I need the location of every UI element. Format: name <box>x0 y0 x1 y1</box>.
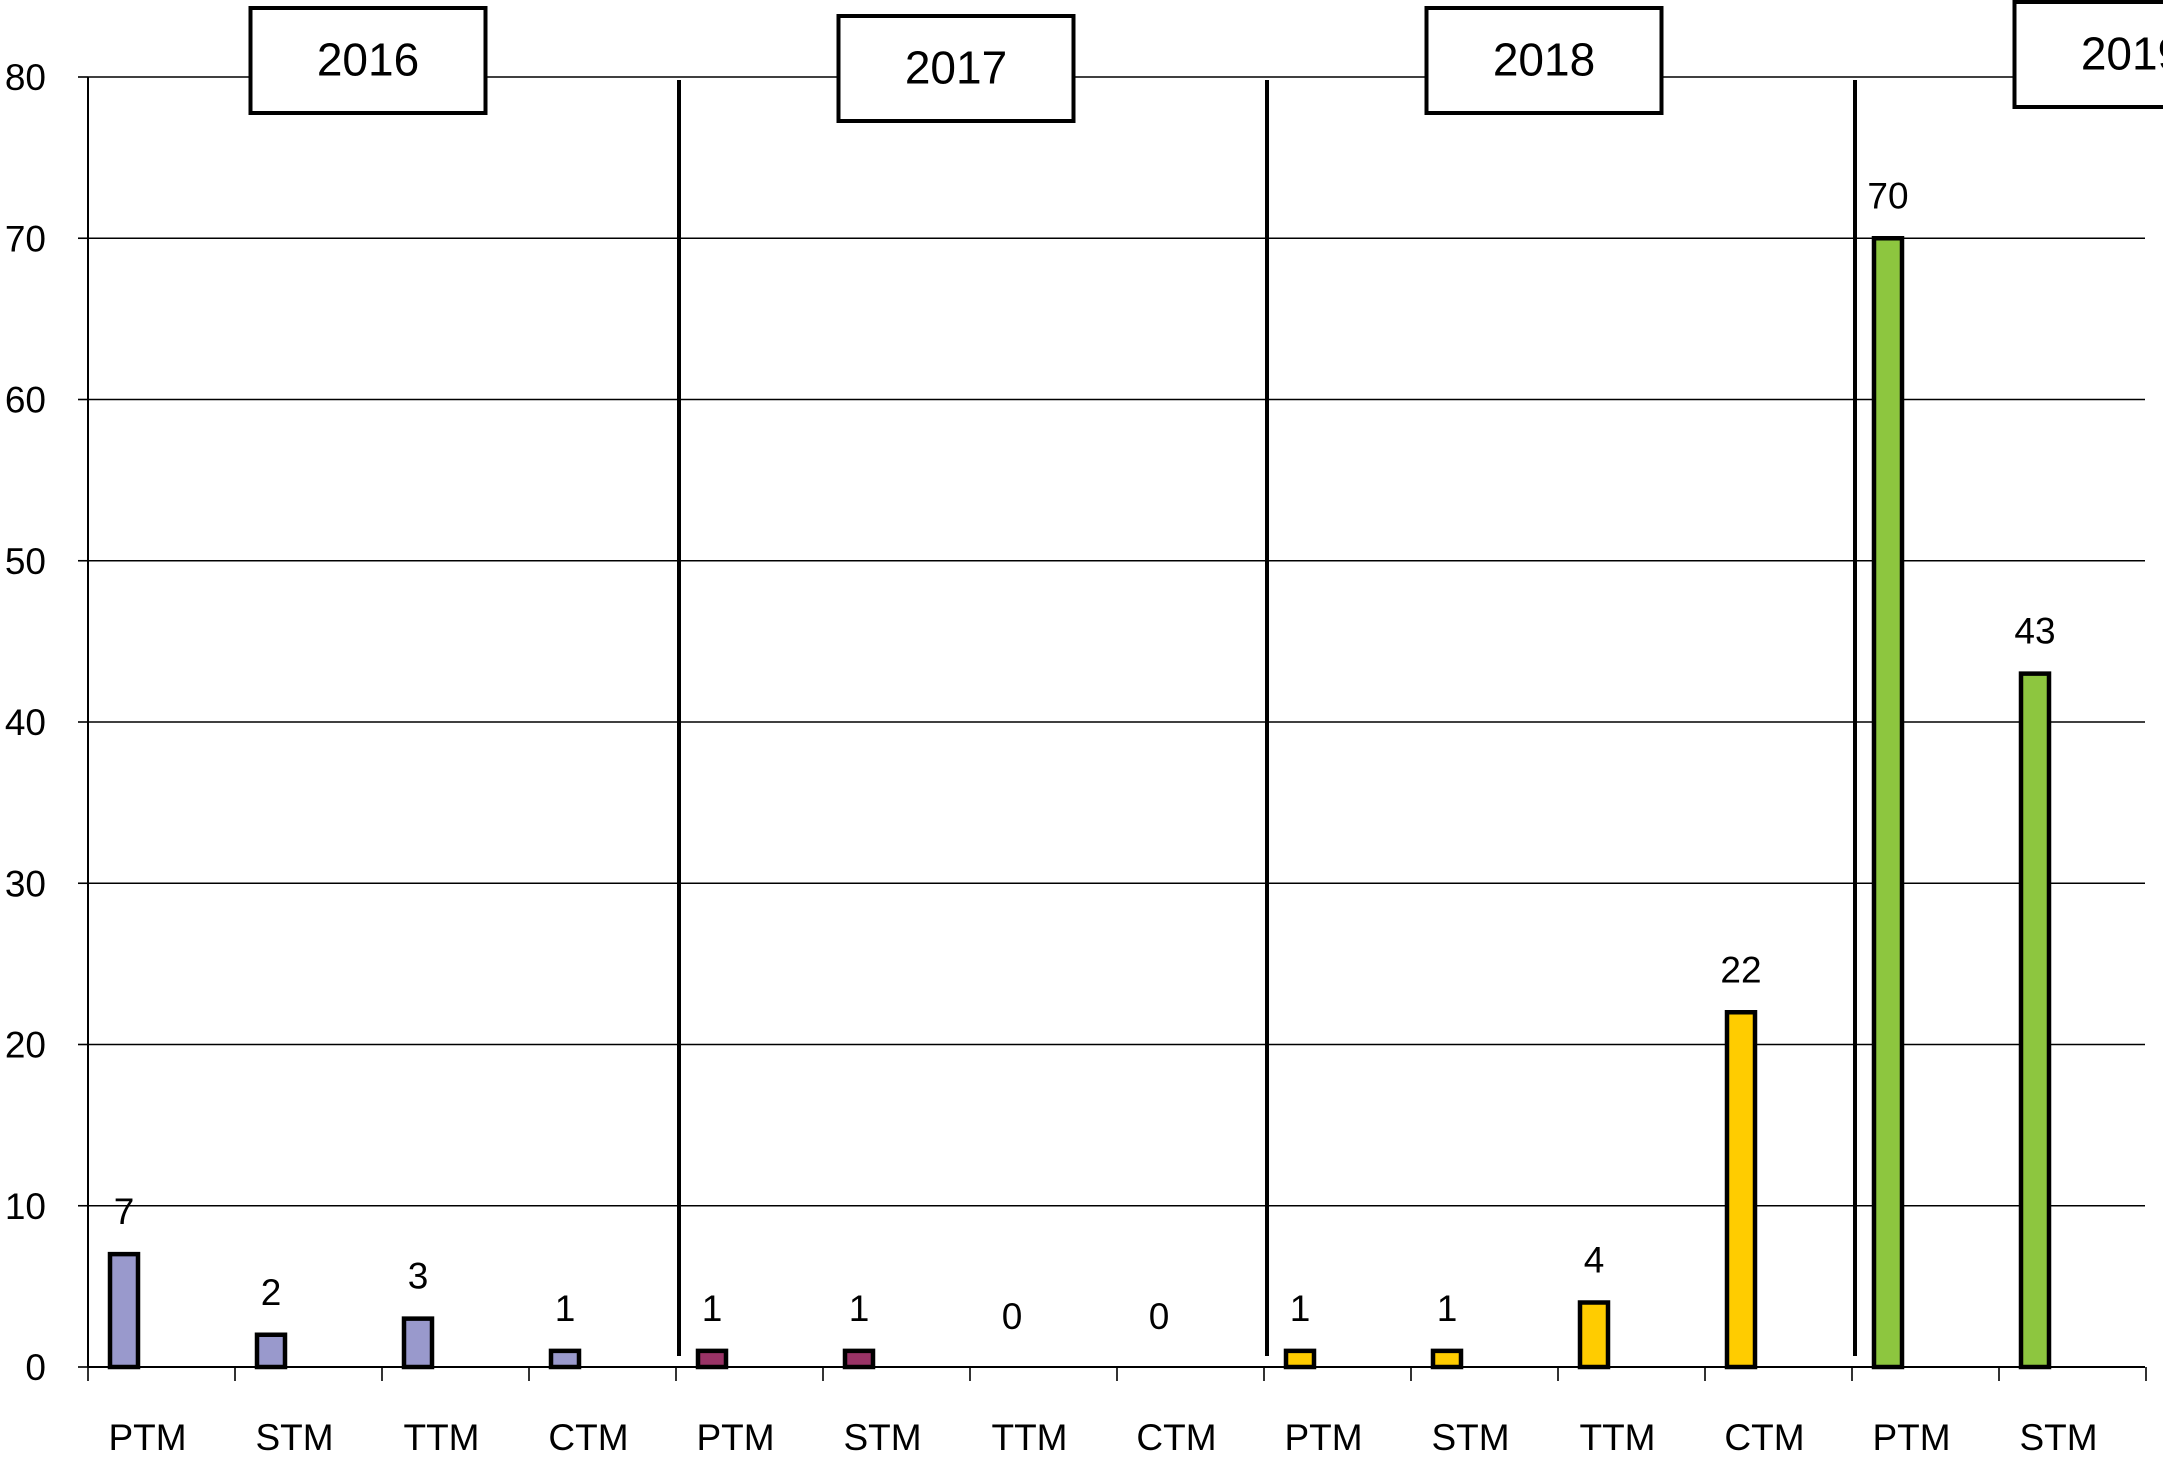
x-tick-label: STM <box>843 1417 921 1458</box>
y-tick-labels: 0 10 20 30 40 50 60 70 80 <box>5 57 46 1388</box>
y-tick-label: 50 <box>5 541 46 582</box>
y-tick-label: 60 <box>5 380 46 421</box>
bars <box>110 238 2049 1367</box>
data-label: 3 <box>408 1256 429 1297</box>
data-label: 1 <box>555 1288 576 1329</box>
x-tick-label: CTM <box>548 1417 628 1458</box>
bar-2017-ptm <box>698 1351 726 1367</box>
x-tick-label: PTM <box>108 1417 186 1458</box>
year-group-labels: 2016 2017 2018 2019 <box>251 2 2163 121</box>
year-label: 2016 <box>317 34 419 86</box>
y-tick-label: 70 <box>5 218 46 259</box>
x-tick-label: STM <box>1431 1417 1509 1458</box>
gridlines <box>88 77 2145 1206</box>
x-tick-label: PTM <box>1284 1417 1362 1458</box>
bar-2018-ttm <box>1580 1303 1608 1368</box>
bar-2016-ttm <box>404 1319 432 1367</box>
axes <box>78 77 2146 1381</box>
x-tick-label: STM <box>255 1417 333 1458</box>
bar-2016-ptm <box>110 1254 138 1367</box>
year-label: 2017 <box>905 42 1007 94</box>
bar-2016-stm <box>257 1335 285 1367</box>
x-tick-label: CTM <box>1724 1417 1804 1458</box>
bar-2016-ctm <box>551 1351 579 1367</box>
x-tick-label: STM <box>2019 1417 2097 1458</box>
x-tick-label: TTM <box>1579 1417 1655 1458</box>
data-label: 22 <box>1720 949 1761 990</box>
data-label: 1 <box>849 1288 870 1329</box>
data-label: 1 <box>702 1288 723 1329</box>
bar-2018-stm <box>1433 1351 1461 1367</box>
data-label: 43 <box>2014 611 2055 652</box>
data-label: 4 <box>1584 1240 1605 1281</box>
data-label: 7 <box>114 1191 135 1232</box>
data-label: 2 <box>261 1272 282 1313</box>
data-label: 1 <box>1437 1288 1458 1329</box>
bar-2018-ctm <box>1727 1012 1755 1367</box>
x-tick-labels: PTM STM TTM CTM PTM STM TTM CTM PTM STM TTM CTM PTM S… <box>108 1417 2097 1458</box>
year-label: 2019 <box>2081 28 2163 80</box>
y-tick-label: 20 <box>5 1025 46 1066</box>
bar-2019-stm <box>2021 674 2049 1367</box>
data-labels: 7 2 3 1 1 1 0 0 1 1 4 22 70 43 <box>114 175 2056 1337</box>
y-tick-label: 0 <box>25 1347 46 1388</box>
x-tick-label: PTM <box>1872 1417 1950 1458</box>
year-dividers <box>679 80 1855 1356</box>
y-tick-label: 10 <box>5 1186 46 1227</box>
bar-2017-stm <box>845 1351 873 1367</box>
x-tick-label: PTM <box>696 1417 774 1458</box>
data-label: 1 <box>1290 1288 1311 1329</box>
data-label: 70 <box>1867 175 1908 216</box>
x-tick-label: TTM <box>403 1417 479 1458</box>
y-tick-label: 40 <box>5 702 46 743</box>
bar-2019-ptm <box>1874 238 1902 1367</box>
data-label: 0 <box>1149 1296 1170 1337</box>
bar-2018-ptm <box>1286 1351 1314 1367</box>
y-tick-label: 30 <box>5 863 46 904</box>
year-label: 2018 <box>1493 34 1595 86</box>
x-tick-label: TTM <box>991 1417 1067 1458</box>
y-tick-label: 80 <box>5 57 46 98</box>
x-tick-label: CTM <box>1136 1417 1216 1458</box>
data-label: 0 <box>1002 1296 1023 1337</box>
